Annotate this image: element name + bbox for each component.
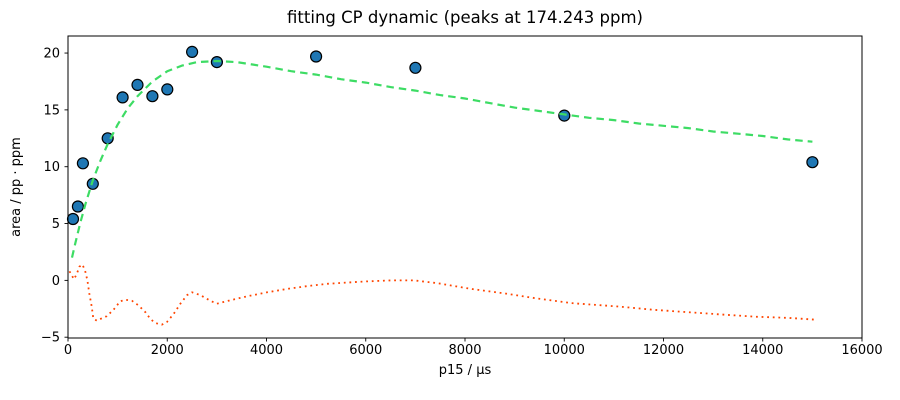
x-tick-label: 16000 <box>841 343 882 358</box>
x-tick-label: 8000 <box>448 343 481 358</box>
data-point <box>66 212 80 226</box>
data-point <box>131 78 144 92</box>
x-tick-label: 10000 <box>544 343 585 358</box>
data-point <box>186 45 199 59</box>
data-point <box>146 90 159 103</box>
y-tick-label: 10 <box>43 160 60 175</box>
x-tick-label: 14000 <box>742 343 783 358</box>
fit-line <box>70 59 813 258</box>
y-tick-label: 15 <box>43 103 60 118</box>
plot-border <box>67 35 863 339</box>
data-point <box>558 109 571 122</box>
y-tick-label: 20 <box>43 47 60 62</box>
x-tick-label: 4000 <box>250 343 283 358</box>
residual-line <box>68 263 815 326</box>
y-tick-label: −5 <box>41 331 60 346</box>
data-point <box>806 156 819 169</box>
y-tick-label: 0 <box>52 274 60 289</box>
x-tick-label: 2000 <box>151 343 184 358</box>
x-tick-label: 0 <box>64 343 72 358</box>
data-point <box>116 91 129 104</box>
data-point <box>71 200 85 213</box>
chart-title: fitting CP dynamic (peaks at 174.243 ppm… <box>287 8 643 27</box>
y-tick-label: 5 <box>52 217 60 232</box>
data-point <box>310 50 323 63</box>
data-point <box>76 157 90 170</box>
x-axis-label: p15 / µs <box>438 363 492 378</box>
data-point <box>161 83 174 96</box>
x-tick-label: 6000 <box>349 343 382 358</box>
data-point <box>409 61 422 74</box>
x-tick-label: 12000 <box>643 343 684 358</box>
